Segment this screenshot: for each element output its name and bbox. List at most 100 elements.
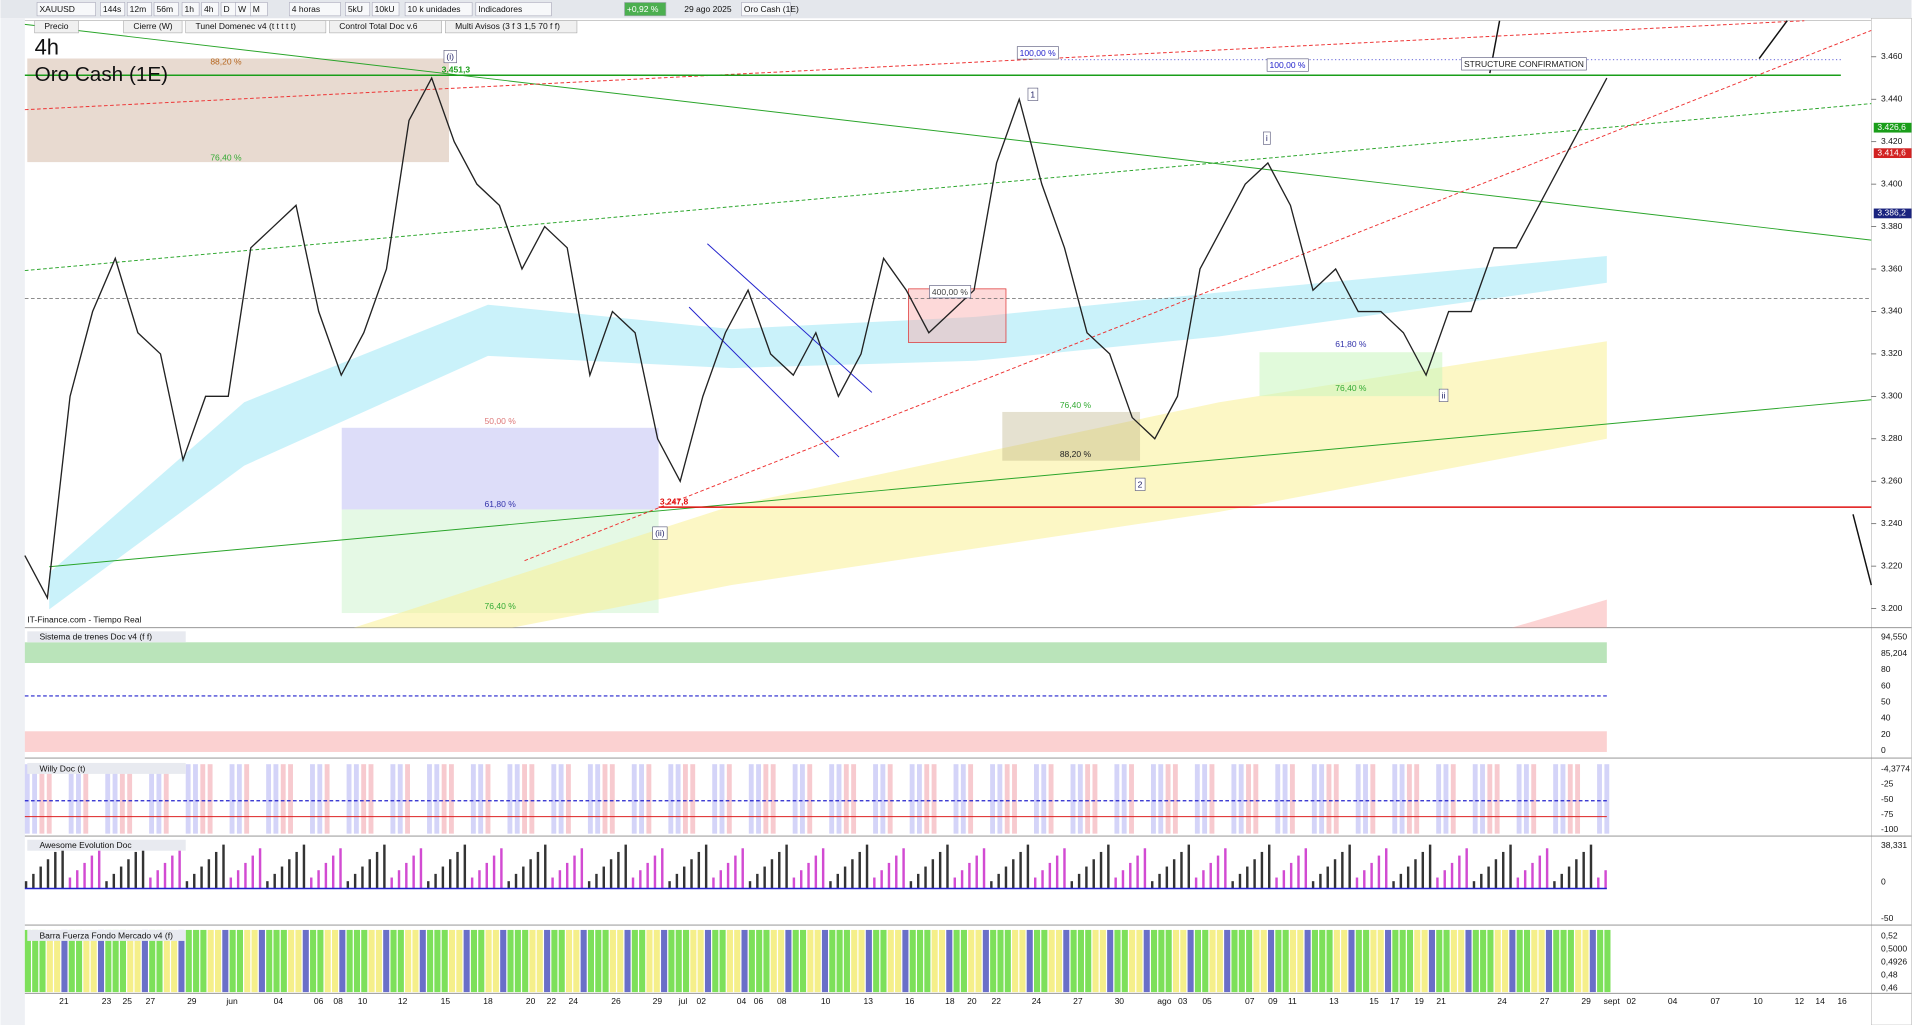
stripe — [1406, 764, 1412, 834]
stripe — [609, 929, 616, 993]
stripe — [609, 764, 615, 834]
y-tick-label: 3.240 — [1881, 518, 1903, 528]
stripe — [1458, 929, 1465, 993]
legend-item[interactable]: Control Total Doc v.6 — [339, 21, 418, 31]
stripe — [916, 929, 924, 993]
unit[interactable]: 5kU — [348, 4, 363, 14]
stripe — [1151, 881, 1154, 889]
stripe — [704, 844, 708, 889]
unit[interactable]: 10kU — [375, 4, 395, 14]
y-tick-label: 3.260 — [1881, 475, 1903, 485]
timeframe-bg[interactable] — [100, 2, 126, 17]
timeframe-bg[interactable] — [250, 2, 268, 17]
stripe — [54, 764, 59, 833]
name-bg[interactable] — [741, 2, 791, 17]
period[interactable]: 4 horas — [292, 4, 320, 14]
stripe — [1487, 764, 1493, 834]
indicators-bg[interactable] — [475, 2, 552, 17]
stripe — [83, 929, 90, 993]
legend-item[interactable]: Precio — [44, 21, 68, 31]
legend-item-bg[interactable] — [34, 20, 79, 34]
stripe — [587, 929, 595, 993]
stripe — [975, 929, 982, 993]
timeframe[interactable]: M — [253, 4, 260, 14]
date-label: 09 — [1268, 996, 1278, 1006]
stripe — [1158, 764, 1164, 834]
legend-item-bg[interactable] — [445, 20, 578, 34]
timeframe[interactable]: 56m — [156, 4, 173, 14]
indicators[interactable]: Indicadores — [478, 4, 522, 14]
panel-tick-label: 50 — [1881, 696, 1891, 706]
stripe — [1136, 855, 1139, 889]
panel-tick-label: 38,331 — [1881, 840, 1907, 850]
stripe — [1070, 881, 1074, 889]
stripe — [1370, 764, 1376, 834]
legend-item-bg[interactable] — [123, 20, 183, 34]
stripe — [1590, 764, 1595, 833]
stripe — [1041, 870, 1044, 889]
stripe — [631, 929, 638, 993]
stripe — [1545, 848, 1549, 889]
timeframe[interactable]: D — [224, 4, 230, 14]
panel-tick-label: 85,204 — [1881, 648, 1907, 658]
stripe — [1034, 929, 1041, 993]
date-label: 05 — [1202, 996, 1212, 1006]
stripe — [1034, 877, 1037, 889]
timeframe[interactable]: 1h — [185, 4, 195, 14]
timeframe[interactable]: 144s — [103, 4, 121, 14]
size[interactable]: 10 k unidades — [408, 4, 461, 14]
timeframe[interactable]: 4h — [204, 4, 214, 14]
stripe — [536, 929, 543, 993]
stripe — [682, 764, 688, 834]
change-bg[interactable] — [624, 2, 667, 17]
change[interactable]: +0,92 % — [627, 4, 659, 14]
size-bg[interactable] — [404, 2, 473, 17]
timeframe[interactable]: 12m — [130, 4, 147, 14]
legend-item[interactable]: Multi Avisos (3 f 3 1,5 70 f f) — [455, 21, 560, 31]
stripe — [829, 929, 836, 993]
timeframe-bg[interactable] — [201, 2, 219, 17]
stripe — [602, 764, 608, 834]
stripe — [68, 764, 74, 834]
stripe — [639, 870, 642, 889]
timeframe[interactable]: W — [238, 4, 247, 14]
stripe — [258, 848, 262, 889]
price-tag-label: 3.386,2 — [1877, 208, 1906, 218]
legend-item[interactable]: Cierre (W) — [133, 21, 172, 31]
timeframe-bg[interactable] — [181, 2, 200, 17]
stripe — [1414, 764, 1420, 834]
stripe — [537, 764, 542, 833]
stripe — [32, 929, 39, 993]
stripe — [909, 881, 913, 889]
stripe — [544, 929, 551, 993]
legend-item[interactable]: Tunel Domenec v4 (t t t t t) — [195, 21, 296, 31]
stripe — [229, 877, 233, 889]
y-tick-label: 3.320 — [1881, 348, 1903, 358]
stripe — [1209, 764, 1215, 834]
trend-line — [24, 20, 1805, 111]
stripe — [858, 851, 861, 889]
legend-item-bg[interactable] — [329, 20, 442, 34]
stripe — [646, 764, 652, 834]
unit-bg[interactable] — [371, 2, 400, 17]
stripe — [493, 764, 498, 833]
stripe — [763, 929, 770, 993]
name[interactable]: Oro Cash (1E) — [744, 4, 799, 14]
stripe — [653, 929, 660, 993]
timeframe-bg[interactable] — [153, 2, 179, 17]
date-label: 24 — [1032, 996, 1042, 1006]
legend-item-bg[interactable] — [185, 20, 327, 34]
symbol-bg[interactable] — [36, 2, 96, 17]
symbol[interactable]: XAUUSD — [39, 4, 75, 14]
unit-bg[interactable] — [345, 2, 371, 17]
stripe — [1004, 764, 1010, 834]
period-bg[interactable] — [289, 2, 341, 17]
timeframe-bg[interactable] — [126, 2, 152, 17]
stripe — [558, 929, 565, 993]
stripe — [1121, 929, 1128, 993]
stripe — [924, 929, 931, 993]
stripe — [46, 764, 52, 834]
stripe — [690, 929, 697, 993]
stripe — [522, 866, 525, 889]
stripe — [1436, 929, 1443, 993]
